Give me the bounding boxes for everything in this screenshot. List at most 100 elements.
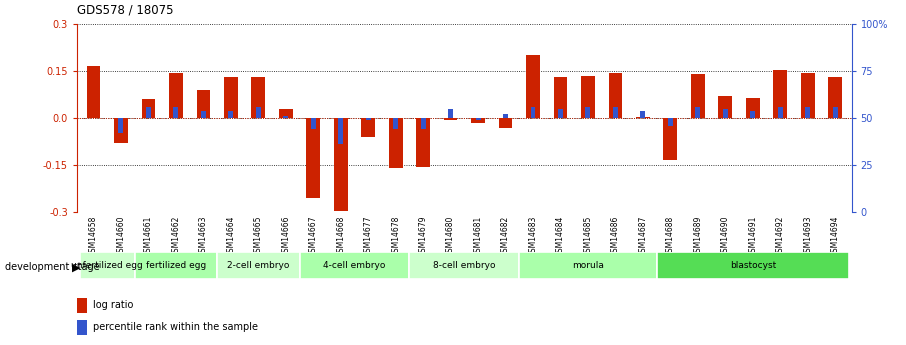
Text: GSM14679: GSM14679 bbox=[419, 215, 428, 257]
Bar bbox=[554, 77, 567, 118]
Text: GSM14666: GSM14666 bbox=[281, 215, 290, 257]
Bar bbox=[201, 111, 206, 118]
Text: GSM14668: GSM14668 bbox=[336, 215, 345, 257]
Text: fertilized egg: fertilized egg bbox=[146, 261, 206, 270]
Text: GSM14692: GSM14692 bbox=[776, 215, 785, 257]
Text: GDS578 / 18075: GDS578 / 18075 bbox=[77, 4, 174, 17]
Text: development stage: development stage bbox=[5, 263, 99, 272]
Text: GSM14686: GSM14686 bbox=[611, 215, 620, 257]
Text: GSM14662: GSM14662 bbox=[171, 215, 180, 257]
Text: unfertilized egg: unfertilized egg bbox=[72, 261, 143, 270]
Bar bbox=[228, 111, 234, 118]
Text: GSM14667: GSM14667 bbox=[309, 215, 318, 257]
Bar bbox=[311, 118, 315, 129]
Bar bbox=[613, 107, 618, 118]
Bar bbox=[695, 107, 700, 118]
Text: percentile rank within the sample: percentile rank within the sample bbox=[93, 322, 258, 332]
Text: GSM14688: GSM14688 bbox=[666, 215, 675, 257]
Bar bbox=[410, 252, 519, 279]
Bar bbox=[609, 73, 622, 118]
Bar bbox=[141, 99, 155, 118]
Bar bbox=[77, 319, 87, 335]
Bar bbox=[197, 90, 210, 118]
Bar bbox=[284, 116, 288, 118]
Bar bbox=[581, 76, 595, 118]
Bar bbox=[416, 118, 430, 167]
Bar bbox=[526, 56, 540, 118]
Text: 2-cell embryo: 2-cell embryo bbox=[227, 261, 290, 270]
Bar bbox=[333, 118, 348, 210]
Bar bbox=[420, 118, 426, 129]
Bar bbox=[146, 107, 151, 118]
Text: GSM14690: GSM14690 bbox=[721, 215, 729, 257]
Text: GSM14682: GSM14682 bbox=[501, 215, 510, 257]
Bar bbox=[657, 252, 849, 279]
Bar bbox=[389, 118, 402, 168]
Bar bbox=[169, 73, 183, 118]
Bar bbox=[801, 73, 814, 118]
Bar bbox=[366, 118, 371, 120]
Bar bbox=[668, 118, 673, 126]
Bar bbox=[471, 118, 485, 123]
Text: GSM14665: GSM14665 bbox=[254, 215, 263, 257]
Text: GSM14691: GSM14691 bbox=[748, 215, 757, 257]
Bar bbox=[361, 118, 375, 137]
Text: GSM14660: GSM14660 bbox=[117, 215, 125, 257]
Bar bbox=[641, 111, 645, 118]
Text: GSM14661: GSM14661 bbox=[144, 215, 153, 257]
Text: GSM14664: GSM14664 bbox=[226, 215, 236, 257]
Text: GSM14680: GSM14680 bbox=[446, 215, 455, 257]
Bar bbox=[217, 252, 300, 279]
Text: morula: morula bbox=[572, 261, 604, 270]
Text: GSM14684: GSM14684 bbox=[556, 215, 565, 257]
Bar bbox=[135, 252, 217, 279]
Text: GSM14689: GSM14689 bbox=[693, 215, 702, 257]
Text: GSM14693: GSM14693 bbox=[804, 215, 812, 257]
Bar bbox=[87, 67, 101, 118]
Text: 8-cell embryo: 8-cell embryo bbox=[433, 261, 496, 270]
Bar bbox=[80, 252, 135, 279]
Text: log ratio: log ratio bbox=[93, 300, 133, 310]
Bar bbox=[119, 118, 123, 133]
Bar bbox=[746, 98, 759, 118]
Text: GSM14663: GSM14663 bbox=[199, 215, 207, 257]
Bar bbox=[498, 118, 513, 128]
Text: blastocyst: blastocyst bbox=[729, 261, 776, 270]
Bar bbox=[663, 118, 677, 160]
Bar bbox=[503, 115, 508, 118]
Bar bbox=[476, 118, 480, 120]
Bar bbox=[585, 107, 591, 118]
Bar bbox=[338, 118, 343, 145]
Bar bbox=[636, 117, 650, 118]
Text: ▶: ▶ bbox=[72, 263, 80, 272]
Bar bbox=[224, 77, 237, 118]
Text: GSM14683: GSM14683 bbox=[528, 215, 537, 257]
Text: GSM14685: GSM14685 bbox=[583, 215, 593, 257]
Bar bbox=[444, 118, 458, 120]
Bar bbox=[300, 252, 410, 279]
Bar bbox=[558, 109, 563, 118]
Bar bbox=[252, 77, 265, 118]
Text: GSM14694: GSM14694 bbox=[831, 215, 840, 257]
Text: GSM14658: GSM14658 bbox=[89, 215, 98, 257]
Bar bbox=[777, 107, 783, 118]
Bar bbox=[519, 252, 657, 279]
Text: GSM14681: GSM14681 bbox=[474, 215, 483, 257]
Bar bbox=[173, 107, 178, 118]
Bar bbox=[255, 107, 261, 118]
Text: 4-cell embryo: 4-cell embryo bbox=[323, 261, 386, 270]
Bar bbox=[805, 107, 810, 118]
Text: GSM14677: GSM14677 bbox=[363, 215, 372, 257]
Bar bbox=[306, 118, 320, 198]
Bar bbox=[750, 111, 756, 118]
Bar bbox=[691, 74, 705, 118]
Bar bbox=[77, 297, 87, 313]
Bar bbox=[774, 70, 787, 118]
Bar bbox=[828, 77, 842, 118]
Bar bbox=[279, 109, 293, 118]
Bar bbox=[448, 109, 453, 118]
Bar bbox=[723, 109, 728, 118]
Bar bbox=[718, 96, 732, 118]
Bar bbox=[114, 118, 128, 143]
Bar bbox=[393, 118, 398, 129]
